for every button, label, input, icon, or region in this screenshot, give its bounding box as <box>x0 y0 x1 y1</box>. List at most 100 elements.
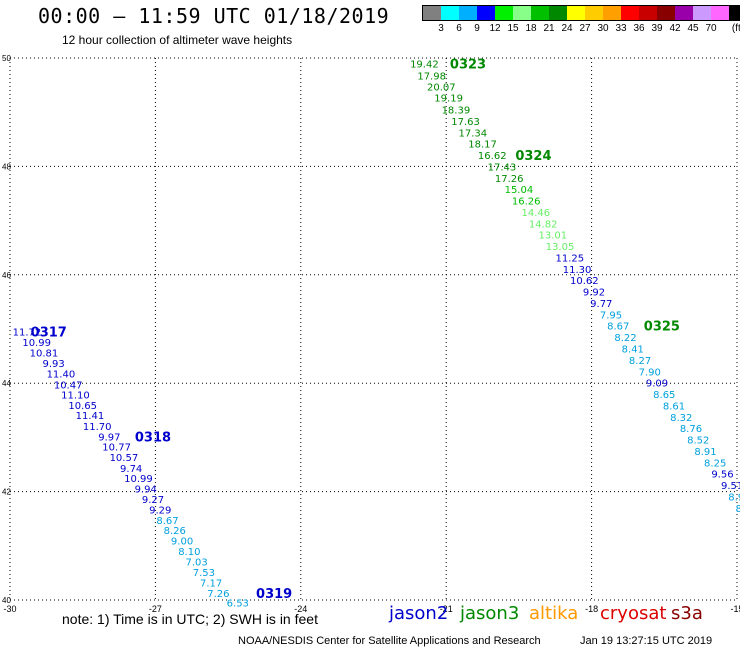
mission-label: cryosat <box>600 603 667 624</box>
wave-height-label: 9.56 <box>711 470 733 481</box>
wave-height-label: 9.29 <box>149 505 171 516</box>
track-0323: 19.4217.9820.0719.1918.3917.6317.3418.17… <box>410 57 506 162</box>
legend-swatch <box>657 6 675 20</box>
wave-height-label: 8.99 <box>728 492 740 503</box>
legend-swatches <box>422 5 740 21</box>
wave-height-label: 16.62 <box>478 151 507 162</box>
legend-label: 21 <box>543 23 555 34</box>
wave-height-label: 14.82 <box>529 219 558 230</box>
wave-height-label: 11.72 <box>13 328 42 339</box>
legend-swatch <box>477 6 495 20</box>
page-subtitle: 12 hour collection of altimeter wave hei… <box>62 33 293 47</box>
legend-label: 12 <box>489 23 501 34</box>
legend-label: 9 <box>474 23 480 34</box>
lat-tick-label: 40 <box>2 596 11 605</box>
wave-height-label: 10.77 <box>102 443 131 454</box>
legend-swatch <box>567 6 585 20</box>
wave-height-label: 9.92 <box>583 288 605 299</box>
mission-altika: altika <box>529 603 578 624</box>
legend-label: 45 <box>687 23 699 34</box>
legend-label: 6 <box>456 23 462 34</box>
wave-height-label: 13.01 <box>539 231 568 242</box>
wave-height-label: 9.27 <box>142 495 164 506</box>
wave-height-label: 9.51 <box>721 481 740 492</box>
legend-swatch <box>621 6 639 20</box>
lon-tick-label: -15 <box>730 604 740 614</box>
legend-label: 33 <box>615 23 627 34</box>
wave-height-label: 16.26 <box>512 197 541 208</box>
legend-swatch <box>495 6 513 20</box>
wave-height-label: 10.62 <box>570 276 599 287</box>
wave-height-label: 10.65 <box>68 401 97 412</box>
legend-label: 3 <box>438 23 444 34</box>
wave-height-label: 7.90 <box>639 367 661 378</box>
wave-height-label: 8.25 <box>704 458 726 469</box>
legend-label: 15 <box>507 23 519 34</box>
wave-height-label: 10.99 <box>124 474 153 485</box>
wave-height-label: 8.22 <box>614 333 636 344</box>
legend-swatch <box>711 6 729 20</box>
wave-height-label: 8.41 <box>622 345 644 356</box>
track-time-label: 0324 <box>515 149 551 164</box>
mission-jason3: jason3 <box>460 603 519 624</box>
lat-tick-label: 44 <box>2 379 11 388</box>
wave-height-label: 7.53 <box>193 568 215 579</box>
legend-label: 70 <box>705 23 717 34</box>
mission-label: jason3 <box>460 603 520 624</box>
wave-height-label: 17.43 <box>488 162 517 173</box>
legend-label: 39 <box>651 23 663 34</box>
wave-height-label: 9.74 <box>120 464 142 475</box>
legend-label: 18 <box>525 23 537 34</box>
lon-tick-label: -18 <box>585 604 598 614</box>
wave-height-label: 10.57 <box>110 453 139 464</box>
satellite-tracks: 11.7210.9910.819.9311.4010.4711.1010.651… <box>13 57 740 609</box>
wave-height-label: 10.99 <box>22 338 51 349</box>
lat-tick-label: 46 <box>2 271 11 280</box>
wave-height-label: 17.26 <box>495 174 524 185</box>
legend-swatch <box>531 6 549 20</box>
wave-height-label: 7.95 <box>600 310 622 321</box>
mission-label: altika <box>529 603 579 624</box>
wave-height-label: 7.26 <box>207 589 229 600</box>
track-time-label: 0323 <box>450 57 486 72</box>
map-axis-ticks: -30 -27 -24 -21 -18 -15 40 42 44 46 48 50 <box>2 54 740 614</box>
wave-height-label: 8.52 <box>687 436 709 447</box>
wave-height-label: 17.34 <box>459 128 488 139</box>
wave-height-label: 9.97 <box>98 432 120 443</box>
wave-height-label: 11.41 <box>76 411 105 422</box>
mission-label: jason2 <box>389 603 449 624</box>
legend-swatch <box>675 6 693 20</box>
lat-tick-label: 50 <box>2 54 11 63</box>
legend-swatch <box>459 6 477 20</box>
wave-height-label: 11.70 <box>83 422 112 433</box>
wave-height-label: 10.81 <box>30 348 59 359</box>
wave-height-label: 9.94 <box>135 484 157 495</box>
legend-label: 27 <box>579 23 591 34</box>
lon-tick-label: -30 <box>3 604 16 614</box>
track-0324: 17.4317.2615.0416.2614.4614.8213.0113.05… <box>488 149 630 333</box>
legend-label: 42 <box>669 23 681 34</box>
wave-height-label: 9.93 <box>42 359 64 370</box>
legend-swatch <box>603 6 621 20</box>
footer-timestamp: Jan 19 13:27:15 UTC 2019 <box>580 635 713 647</box>
legend-unit: (ft) <box>731 23 740 34</box>
legend-swatch <box>639 6 657 20</box>
wave-height-label: 8.10 <box>178 547 200 558</box>
wave-height-label: 7.17 <box>200 579 222 590</box>
track-time-label: 0318 <box>135 430 171 445</box>
footnote: note: 1) Time is in UTC; 2) SWH is in fe… <box>62 611 318 627</box>
legend-swatch <box>513 6 531 20</box>
wave-height-label: 19.19 <box>434 94 463 105</box>
wave-height-label: 14.46 <box>522 208 551 219</box>
wave-height-label: 18.39 <box>442 105 471 116</box>
wave-height-label: 8.27 <box>629 356 651 367</box>
track-0325: 8.228.418.277.909.098.658.618.328.768.52… <box>614 320 740 515</box>
track-time-label: 0317 <box>31 326 67 341</box>
lon-tick-label: -21 <box>440 604 453 614</box>
wave-height-label: 8.65 <box>653 390 675 401</box>
wave-height-label: 11.30 <box>563 265 592 276</box>
wave-height-label: 7.03 <box>185 558 207 569</box>
legend-label: 30 <box>597 23 609 34</box>
